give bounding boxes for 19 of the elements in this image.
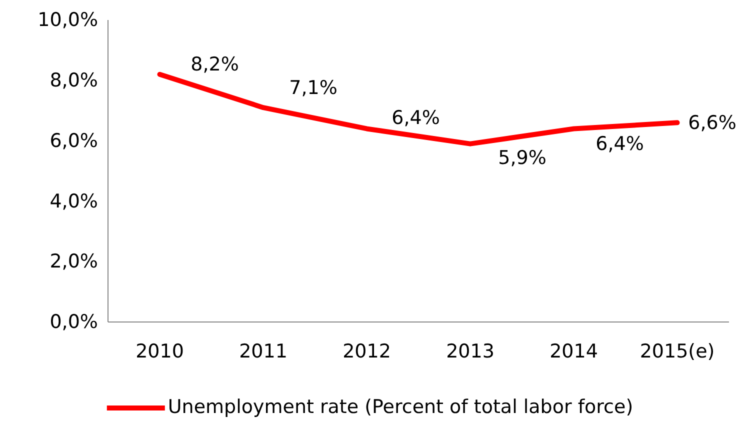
data-label: 7,1% — [289, 76, 338, 99]
y-tick-label: 10,0% — [38, 9, 98, 32]
x-tick-label: 2010 — [136, 340, 184, 362]
data-label: 6,4% — [392, 106, 440, 129]
data-label: 6,4% — [596, 132, 644, 155]
x-tick-label: 2013 — [446, 340, 494, 362]
y-tick-label: 4,0% — [50, 190, 98, 212]
x-tick-label: 2012 — [342, 340, 391, 362]
y-tick-label: 6,0% — [50, 130, 98, 152]
x-tick-label: 2014 — [550, 340, 598, 362]
legend-label: Unemployment rate (Percent of total labor force) — [168, 396, 634, 418]
data-label: 6,6% — [688, 112, 736, 134]
y-tick-label: 0,0% — [50, 311, 98, 334]
y-tick-label: 2,0% — [50, 250, 98, 273]
y-tick-label: 8,0% — [50, 69, 98, 92]
x-tick-label: 2011 — [239, 340, 288, 362]
x-tick-label: 2015(e) — [640, 340, 715, 362]
data-label: 5,9% — [498, 147, 546, 170]
data-label: 8,2% — [190, 54, 239, 76]
